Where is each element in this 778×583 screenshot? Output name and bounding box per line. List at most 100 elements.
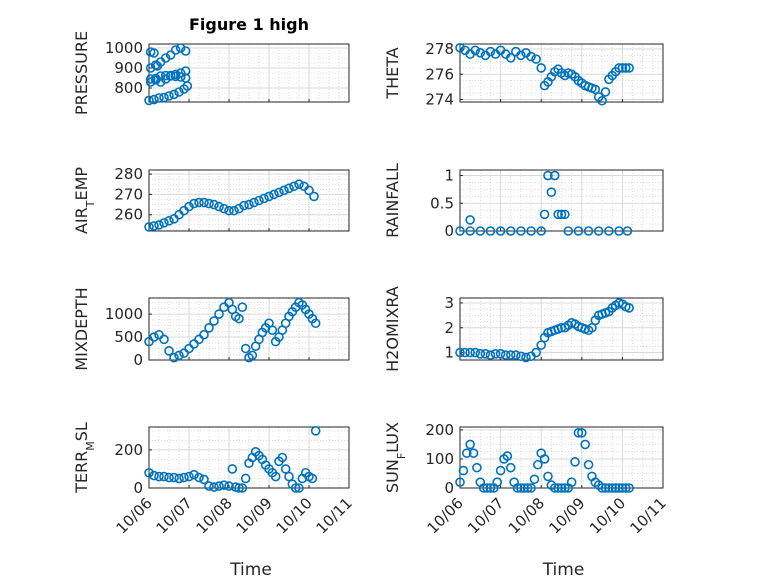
data-point bbox=[174, 87, 184, 97]
x-tick-label: 10/07 bbox=[153, 494, 196, 537]
plot-border bbox=[459, 297, 664, 361]
subplot-theta: 274 276 278 THETA bbox=[383, 40, 664, 108]
y-tick-label: 270 bbox=[114, 185, 143, 203]
plot-border bbox=[148, 297, 350, 361]
data-point bbox=[617, 63, 628, 73]
data-point bbox=[600, 87, 611, 97]
y-axis-label: RAINFALL bbox=[383, 163, 402, 238]
data-point bbox=[607, 483, 618, 493]
data-point bbox=[485, 226, 496, 236]
y-tick-label: 0 bbox=[444, 222, 454, 240]
data-point bbox=[165, 50, 176, 60]
y-tick-label: 2 bbox=[444, 319, 454, 337]
data-point bbox=[294, 483, 304, 493]
data-point bbox=[154, 93, 164, 103]
subplot-pressure: 800 900 1000 PRESSURE bbox=[72, 31, 350, 115]
figure-title: Figure 1 high bbox=[189, 15, 309, 34]
data-point bbox=[152, 61, 163, 71]
data-point bbox=[184, 471, 194, 482]
y-axis-label: TERRMSL bbox=[72, 422, 97, 494]
subplot-air-temp: 260 270 280 AIRTEMP bbox=[72, 165, 350, 234]
data-point bbox=[170, 69, 181, 80]
data-point bbox=[624, 483, 634, 493]
x-tick-label: 10/10 bbox=[586, 494, 629, 537]
y-tick-label: 274 bbox=[425, 90, 454, 108]
data-point bbox=[160, 74, 171, 84]
data-point bbox=[199, 329, 209, 340]
data-point bbox=[280, 464, 291, 474]
data-point bbox=[160, 70, 171, 81]
data-point bbox=[505, 53, 516, 63]
data-point bbox=[526, 51, 536, 62]
x-axis-label: Time bbox=[229, 560, 272, 580]
data-point bbox=[610, 483, 621, 493]
data-point bbox=[237, 302, 248, 312]
data-point bbox=[511, 350, 521, 360]
y-tick-label: 0.5 bbox=[430, 194, 454, 212]
data-point bbox=[516, 351, 526, 362]
data-point bbox=[174, 350, 184, 361]
data-point bbox=[614, 63, 624, 73]
data-point bbox=[519, 483, 530, 493]
y-tick-label: 900 bbox=[114, 59, 143, 77]
data-point bbox=[180, 66, 191, 76]
data-point bbox=[468, 448, 479, 458]
plot-border bbox=[459, 43, 664, 103]
subplot-sun-flux: 0 100 200 SUNFLUX 10/0610/0710/0810/0910/101… bbox=[383, 421, 670, 580]
data-point bbox=[194, 197, 204, 208]
data-point bbox=[620, 63, 631, 73]
data-point bbox=[164, 216, 174, 226]
data-point bbox=[590, 84, 601, 95]
data-point bbox=[144, 467, 154, 478]
data-point bbox=[465, 439, 475, 450]
data-point bbox=[154, 471, 164, 482]
data-point bbox=[536, 340, 547, 350]
data-point bbox=[556, 209, 567, 220]
data-point bbox=[480, 348, 491, 359]
data-point bbox=[174, 473, 184, 484]
data-point bbox=[304, 185, 314, 196]
data-point bbox=[495, 226, 506, 236]
subplot-terr-msl: 0 200 TERRMSL 10/0610/0710/0810/0910/1010/1… bbox=[72, 422, 356, 580]
y-tick-label: 200 bbox=[114, 441, 143, 459]
data-point bbox=[455, 477, 465, 487]
data-point bbox=[465, 215, 475, 225]
data-point bbox=[179, 472, 189, 483]
data-point bbox=[150, 75, 161, 85]
data-point bbox=[165, 71, 176, 81]
y-axis-label: PRESSURE bbox=[72, 31, 91, 115]
data-point bbox=[149, 48, 159, 58]
data-point bbox=[160, 53, 171, 63]
data-point bbox=[516, 50, 526, 61]
data-point bbox=[475, 226, 486, 236]
subplot-rainfall: 0 0.5 1 RAINFALL bbox=[383, 163, 664, 240]
data-point bbox=[526, 483, 536, 493]
data-point bbox=[175, 68, 186, 78]
data-point bbox=[240, 473, 251, 484]
x-axis-label: Time bbox=[542, 560, 585, 580]
data-point bbox=[180, 46, 191, 56]
data-point bbox=[269, 189, 279, 200]
y-tick-label: 1 bbox=[444, 344, 454, 362]
data-point bbox=[175, 72, 186, 82]
data-point bbox=[175, 43, 186, 53]
data-point bbox=[539, 454, 550, 464]
data-point bbox=[189, 469, 199, 480]
data-point bbox=[470, 45, 481, 56]
data-point bbox=[294, 179, 304, 190]
data-point bbox=[505, 350, 516, 360]
y-tick-label: 200 bbox=[425, 421, 454, 439]
y-tick-label: 260 bbox=[114, 206, 143, 224]
data-point bbox=[583, 459, 594, 470]
data-point bbox=[543, 471, 553, 482]
plot-border bbox=[459, 169, 664, 232]
y-axis-label: AIRTEMP bbox=[72, 167, 97, 234]
data-point bbox=[536, 63, 547, 73]
data-point bbox=[219, 203, 229, 214]
data-point bbox=[169, 472, 179, 483]
data-point bbox=[505, 226, 516, 236]
data-point bbox=[576, 428, 587, 438]
data-point bbox=[485, 350, 496, 360]
data-point bbox=[539, 209, 550, 220]
